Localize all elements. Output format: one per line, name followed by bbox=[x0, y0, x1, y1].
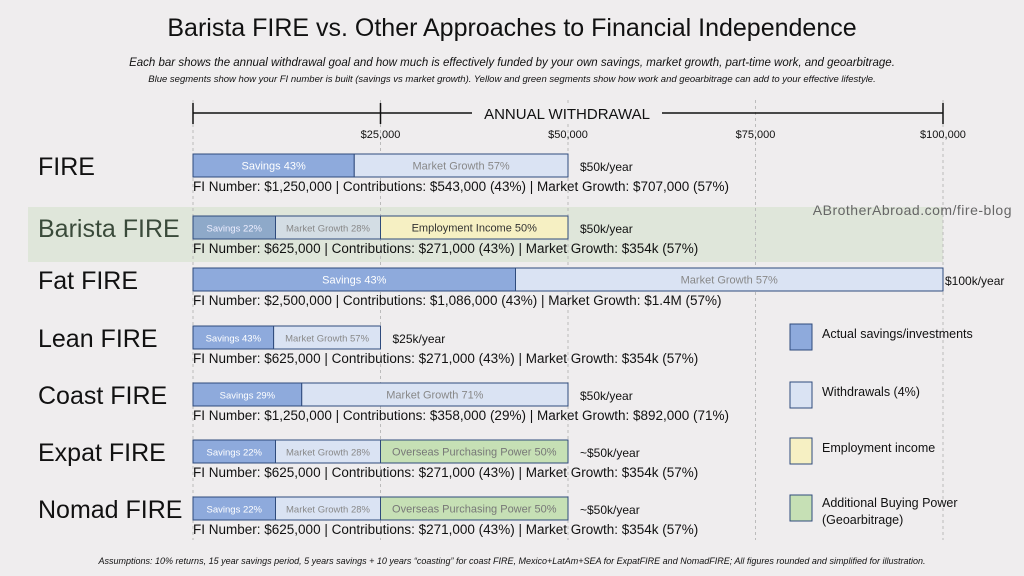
total-label: ~$50k/year bbox=[580, 446, 640, 460]
bar-segment-market_growth bbox=[273, 325, 381, 350]
row-detail: FI Number: $2,500,000 | Contributions: $… bbox=[193, 293, 722, 308]
legend-swatch-savings bbox=[789, 323, 813, 351]
row-detail: FI Number: $625,000 | Contributions: $27… bbox=[193, 522, 698, 537]
row-label: Coast FIRE bbox=[38, 382, 167, 410]
legend-swatch-geoarbitrage bbox=[789, 494, 813, 522]
segment-label: Savings 22% bbox=[207, 448, 263, 459]
segment-label: Savings 22% bbox=[207, 505, 263, 516]
row-label: FIRE bbox=[38, 153, 95, 181]
row-detail: FI Number: $1,250,000 | Contributions: $… bbox=[193, 179, 729, 194]
bar-segment-geoarbitrage bbox=[380, 439, 569, 464]
segment-label: Market Growth 57% bbox=[285, 334, 369, 345]
segment-label: Employment Income 50% bbox=[412, 223, 538, 235]
segment-label: Savings 43% bbox=[206, 334, 262, 345]
bar-segment-geoarbitrage bbox=[380, 496, 569, 521]
row-label: Barista FIRE bbox=[38, 215, 180, 243]
x-axis-label: ANNUAL WITHDRAWAL bbox=[484, 106, 650, 123]
row-label: Fat FIRE bbox=[38, 267, 138, 295]
total-label: $50k/year bbox=[580, 222, 633, 236]
row-label: Lean FIRE bbox=[38, 325, 158, 353]
segment-label: Market Growth 28% bbox=[286, 224, 370, 235]
bar-segment-market_growth bbox=[515, 267, 944, 292]
segment-label: Market Growth 71% bbox=[386, 390, 483, 402]
row-label: Expat FIRE bbox=[38, 439, 166, 467]
row-detail: FI Number: $625,000 | Contributions: $27… bbox=[193, 465, 698, 480]
segment-label: Savings 22% bbox=[207, 224, 263, 235]
segment-label: Market Growth 57% bbox=[413, 161, 510, 173]
chart-subtitle-2: Blue segments show how your FI number is… bbox=[148, 74, 876, 85]
segment-label: Market Growth 28% bbox=[286, 448, 370, 459]
x-tick-label: $50,000 bbox=[548, 129, 588, 141]
segment-label: Savings 43% bbox=[322, 275, 386, 287]
bar-segment-employment bbox=[380, 215, 569, 240]
bar-segment-market_growth bbox=[353, 153, 569, 178]
legend-label: Employment income bbox=[822, 441, 935, 455]
row-detail: FI Number: $625,000 | Contributions: $27… bbox=[193, 241, 698, 256]
x-tick-label: $75,000 bbox=[736, 129, 776, 141]
chart-subtitle: Each bar shows the annual withdrawal goa… bbox=[129, 57, 895, 69]
watermark: ABrotherAbroad.com/fire-blog bbox=[813, 202, 1012, 218]
legend-label: Withdrawals (4%) bbox=[822, 385, 920, 399]
legend-swatch-employment bbox=[789, 437, 813, 465]
bar-segment-market_growth bbox=[301, 382, 569, 407]
segment-label: Savings 29% bbox=[220, 391, 276, 402]
legend-swatch-market_growth bbox=[789, 381, 813, 409]
row-detail: FI Number: $1,250,000 | Contributions: $… bbox=[193, 408, 729, 423]
segment-label: Overseas Purchasing Power 50% bbox=[392, 504, 557, 516]
segment-label: Market Growth 57% bbox=[681, 275, 778, 287]
total-label: $100k/year bbox=[945, 274, 1004, 288]
row-detail: FI Number: $625,000 | Contributions: $27… bbox=[193, 351, 698, 366]
segment-label: Savings 43% bbox=[242, 161, 306, 173]
segment-label: Overseas Purchasing Power 50% bbox=[392, 447, 557, 459]
total-label: $50k/year bbox=[580, 160, 633, 174]
x-tick-label: $25,000 bbox=[361, 129, 401, 141]
row-label: Nomad FIRE bbox=[38, 496, 182, 524]
legend-label: Actual savings/investments bbox=[822, 327, 973, 341]
segment-label: Market Growth 28% bbox=[286, 505, 370, 516]
x-tick-label: $100,000 bbox=[920, 129, 966, 141]
total-label: $50k/year bbox=[580, 389, 633, 403]
chart-title: Barista FIRE vs. Other Approaches to Fin… bbox=[167, 14, 857, 42]
footnote: Assumptions: 10% returns, 15 year saving… bbox=[98, 556, 926, 566]
total-label: ~$50k/year bbox=[580, 503, 640, 517]
legend-label: Additional Buying Power (Geoarbitrage) bbox=[822, 496, 958, 527]
axis-label-bg bbox=[472, 103, 662, 123]
total-label: $25k/year bbox=[393, 332, 446, 346]
